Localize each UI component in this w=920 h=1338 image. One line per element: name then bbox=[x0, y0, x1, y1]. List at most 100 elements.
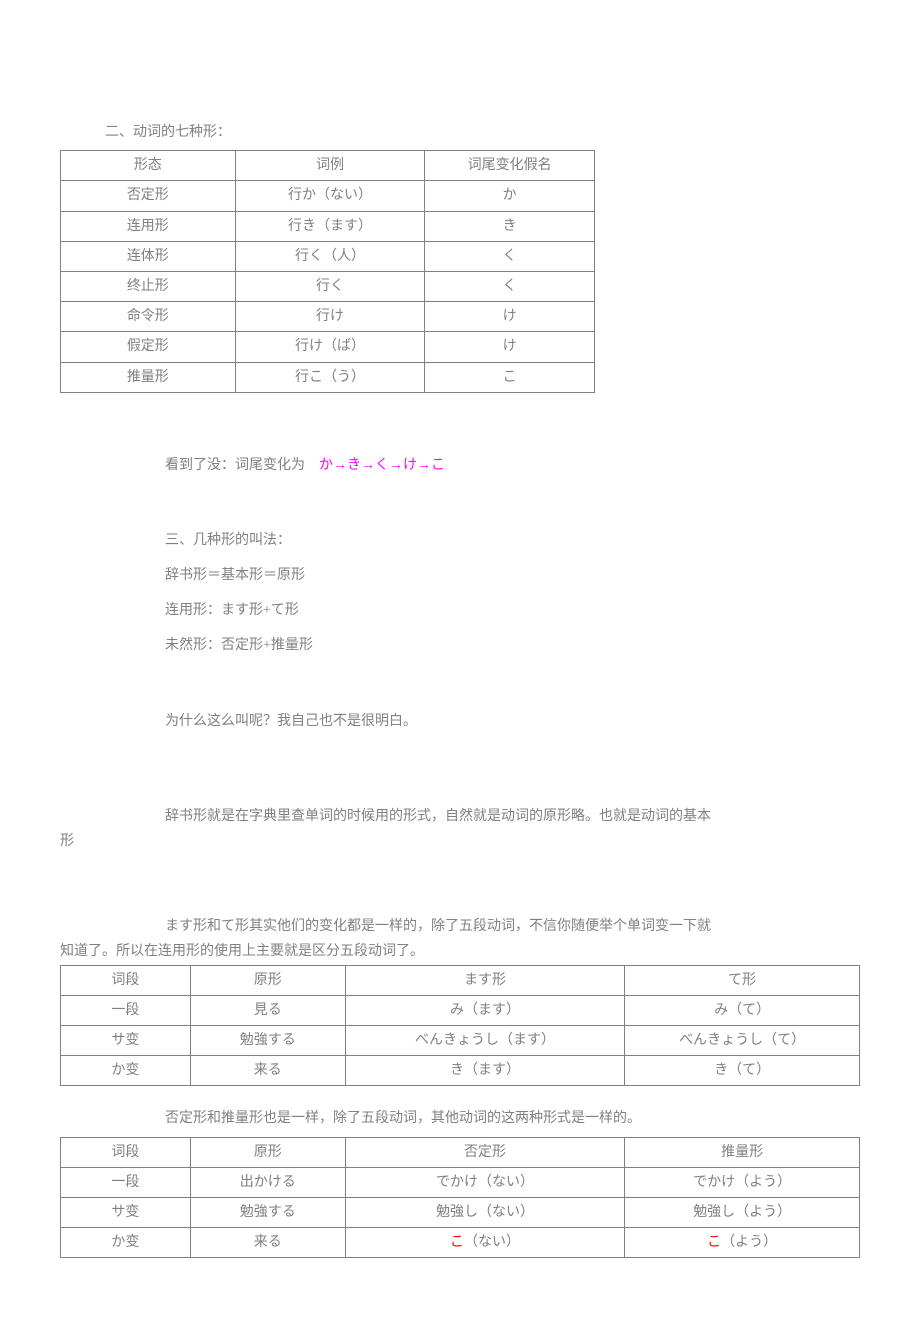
table-cell: 勉強する bbox=[190, 1197, 345, 1227]
table-cell: 行け（ば） bbox=[235, 332, 425, 362]
table-row: 一段 見る み（ます） み（て） bbox=[61, 995, 860, 1025]
text-line: 形 bbox=[60, 829, 860, 854]
table-row: 形态 词例 词尾变化假名 bbox=[61, 151, 595, 181]
table-cell: でかけ（ない） bbox=[345, 1167, 625, 1197]
table-cell: 连体形 bbox=[61, 241, 236, 271]
table-row: 否定形 行か（ない） か bbox=[61, 181, 595, 211]
table-cell: け bbox=[425, 302, 595, 332]
table-row: 一段 出かける でかけ（ない） でかけ（よう） bbox=[61, 1167, 860, 1197]
paragraph-masu-te: ます形和て形其实他们的变化都是一样的，除了五段动词，不信你随便举个单词变一下就 … bbox=[60, 914, 860, 964]
table-header: 形态 bbox=[61, 151, 236, 181]
text: 勉強し bbox=[693, 1205, 735, 1220]
table-row: 词段 原形 ます形 て形 bbox=[61, 965, 860, 995]
table-cell: 否定形 bbox=[61, 181, 236, 211]
table-row: 词段 原形 否定形 推量形 bbox=[61, 1137, 860, 1167]
section1-title: 二、动词的七种形： bbox=[105, 120, 860, 145]
table-cell: 勉強し（よう） bbox=[625, 1197, 860, 1227]
table-cell: か变 bbox=[61, 1056, 191, 1086]
table-cell: 勉強する bbox=[190, 1025, 345, 1055]
table-cell: 推量形 bbox=[61, 362, 236, 392]
table-cell: 一段 bbox=[61, 995, 191, 1025]
text: 连用形： bbox=[165, 603, 221, 618]
table-cell: か变 bbox=[61, 1228, 191, 1258]
table-cell: こ bbox=[425, 362, 595, 392]
table-seven-forms: 形态 词例 词尾变化假名 否定形 行か（ない） か 连用形 行き（ます） き 连… bbox=[60, 150, 595, 393]
table-row: 推量形 行こ（う） こ bbox=[61, 362, 595, 392]
table-cell: サ变 bbox=[61, 1197, 191, 1227]
note-highlight: か→き→く→け→こ bbox=[319, 458, 445, 473]
table-cell: こ（よう） bbox=[625, 1228, 860, 1258]
table-masu-te-forms: 词段 原形 ます形 て形 一段 見る み（ます） み（て） サ变 勉強する べん… bbox=[60, 965, 860, 1087]
table-header: 原形 bbox=[190, 1137, 345, 1167]
table-cell: き（て） bbox=[625, 1056, 860, 1086]
text: 形 bbox=[285, 603, 299, 618]
table-cell: こ（ない） bbox=[345, 1228, 625, 1258]
table-cell: べんきょうし（ます） bbox=[345, 1025, 625, 1055]
paragraph-question: 为什么这么叫呢？我自己也不是很明白。 bbox=[165, 709, 860, 734]
text: （ない） bbox=[478, 1205, 534, 1220]
table-header: 否定形 bbox=[345, 1137, 625, 1167]
table-cell: き bbox=[425, 211, 595, 241]
text: て bbox=[271, 603, 285, 618]
table-cell: け bbox=[425, 332, 595, 362]
section2-line3: 未然形：否定形+推量形 bbox=[165, 633, 860, 658]
paragraph-negation-volitional: 否定形和推量形也是一样，除了五段动词，其他动词的这两种形式是一样的。 bbox=[165, 1106, 860, 1131]
table-cell: サ变 bbox=[61, 1025, 191, 1055]
table-header: 原形 bbox=[190, 965, 345, 995]
table-row: 假定形 行け（ば） け bbox=[61, 332, 595, 362]
table-cell: 假定形 bbox=[61, 332, 236, 362]
table-row: 连体形 行く（人） く bbox=[61, 241, 595, 271]
table-cell: 見る bbox=[190, 995, 345, 1025]
text-highlight: こ bbox=[450, 1235, 464, 1250]
table-row: 命令形 行け け bbox=[61, 302, 595, 332]
table-cell: 出かける bbox=[190, 1167, 345, 1197]
table-cell: 行く（人） bbox=[235, 241, 425, 271]
table-cell: 行き（ます） bbox=[235, 211, 425, 241]
table-row: 连用形 行き（ます） き bbox=[61, 211, 595, 241]
table-row: か变 来る き（ます） き（て） bbox=[61, 1056, 860, 1086]
note-prefix: 看到了没：词尾变化为 bbox=[165, 458, 319, 473]
table-cell: 命令形 bbox=[61, 302, 236, 332]
table-cell: 勉強し（ない） bbox=[345, 1197, 625, 1227]
table-cell: 一段 bbox=[61, 1167, 191, 1197]
table-cell: 连用形 bbox=[61, 211, 236, 241]
table-row: サ变 勉強する 勉強し（ない） 勉強し（よう） bbox=[61, 1197, 860, 1227]
text: 形+ bbox=[249, 603, 271, 618]
table-cell: 来る bbox=[190, 1228, 345, 1258]
text-line: 知道了。所以在连用形的使用上主要就是区分五段动词了。 bbox=[60, 939, 860, 964]
table-header: 词尾变化假名 bbox=[425, 151, 595, 181]
table-cell: み（て） bbox=[625, 995, 860, 1025]
table-header: 词例 bbox=[235, 151, 425, 181]
table-cell: でかけ（よう） bbox=[625, 1167, 860, 1197]
text-line: 辞书形就是在字典里查单词的时候用的形式，自然就是动词的原形略。也就是动词的基本 bbox=[165, 804, 860, 829]
table-cell: 终止形 bbox=[61, 271, 236, 301]
text: （ない） bbox=[478, 1175, 534, 1190]
table-cell: く bbox=[425, 241, 595, 271]
section2-line1: 辞书形＝基本形＝原形 bbox=[165, 563, 860, 588]
text: （ない） bbox=[464, 1235, 520, 1250]
text-line: ます形和て形其实他们的变化都是一样的，除了五段动词，不信你随便举个单词变一下就 bbox=[165, 914, 860, 939]
table-header: 词段 bbox=[61, 1137, 191, 1167]
table-cell: み（ます） bbox=[345, 995, 625, 1025]
text: でかけ bbox=[693, 1175, 735, 1190]
table-cell: 行け bbox=[235, 302, 425, 332]
table-cell: 行こ（う） bbox=[235, 362, 425, 392]
text: 勉強し bbox=[436, 1205, 478, 1220]
section2-line2: 连用形：ます形+て形 bbox=[165, 598, 860, 623]
text: でかけ bbox=[436, 1175, 478, 1190]
table-row: 终止形 行く く bbox=[61, 271, 595, 301]
text: ます bbox=[221, 603, 249, 618]
table-header: て形 bbox=[625, 965, 860, 995]
text: （よう） bbox=[735, 1175, 791, 1190]
table-row: か变 来る こ（ない） こ（よう） bbox=[61, 1228, 860, 1258]
table-cell: 行く bbox=[235, 271, 425, 301]
text: 形和 bbox=[193, 919, 221, 934]
note-ending-change: 看到了没：词尾变化为 か→き→く→け→こ bbox=[165, 453, 860, 478]
table-row: サ变 勉強する べんきょうし（ます） べんきょうし（て） bbox=[61, 1025, 860, 1055]
paragraph-dictionary-form: 辞书形就是在字典里查单词的时候用的形式，自然就是动词的原形略。也就是动词的基本 … bbox=[60, 804, 860, 854]
text: ます bbox=[165, 919, 193, 934]
table-cell: か bbox=[425, 181, 595, 211]
table-cell: 来る bbox=[190, 1056, 345, 1086]
table-cell: き（ます） bbox=[345, 1056, 625, 1086]
text: （よう） bbox=[735, 1205, 791, 1220]
